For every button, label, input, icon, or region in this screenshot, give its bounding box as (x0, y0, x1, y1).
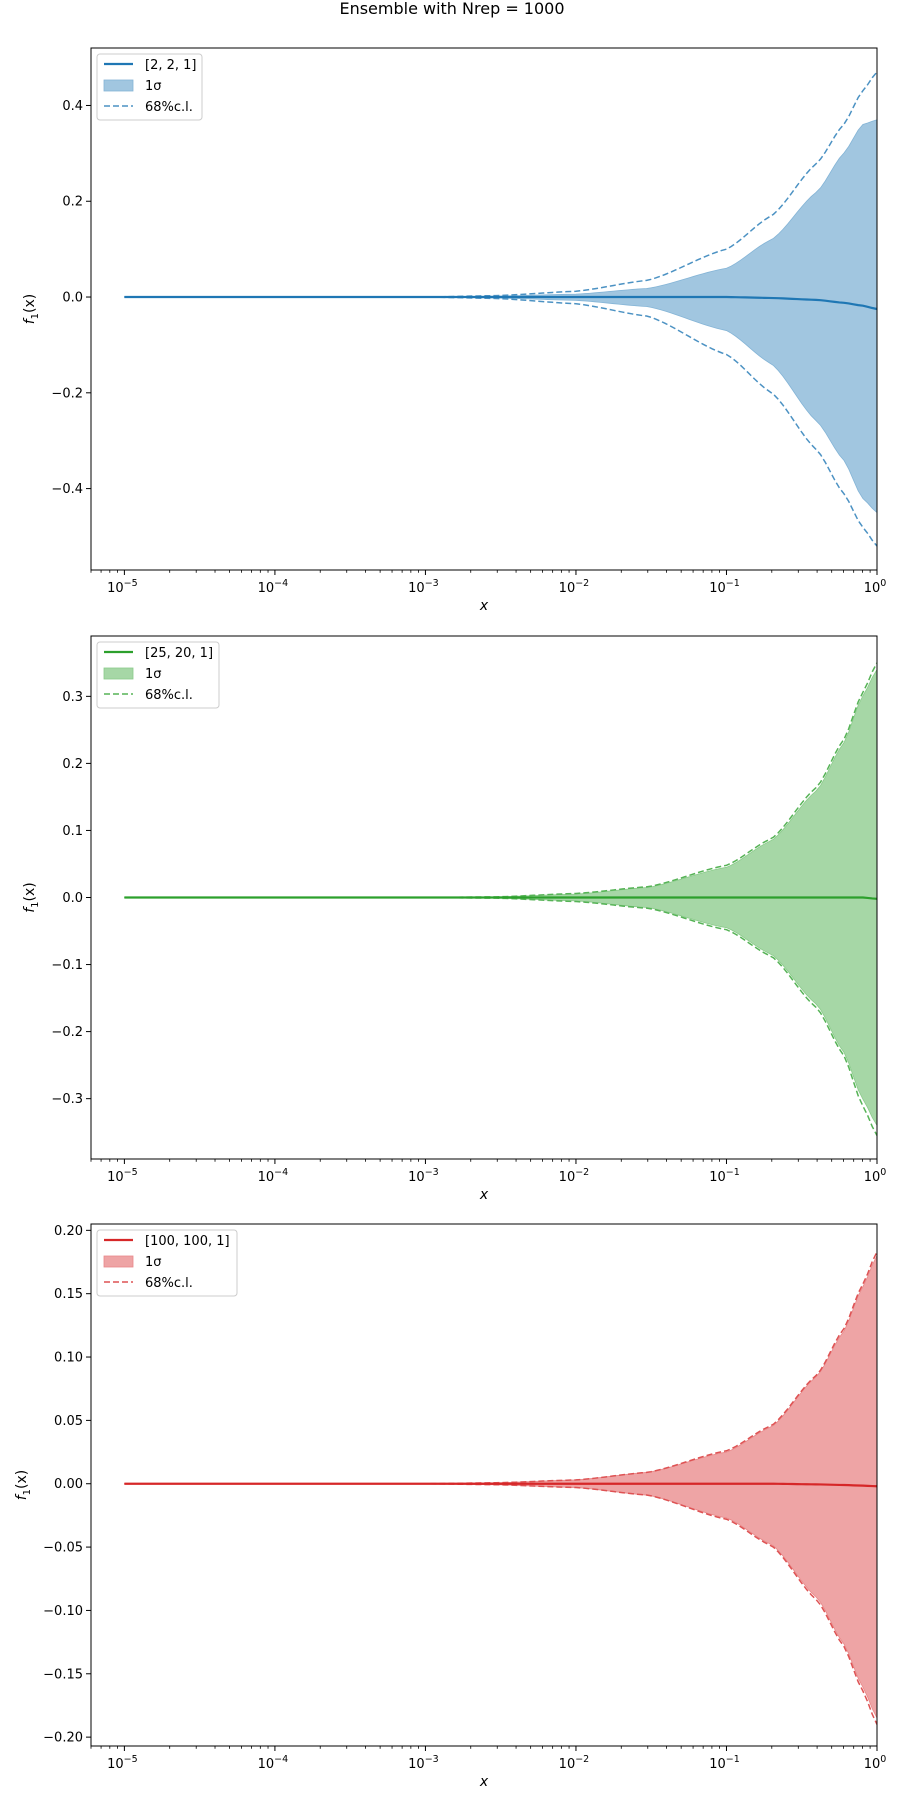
mean-line (124, 896, 877, 900)
y-tick-label: 0.0 (62, 891, 83, 906)
legend-label-cl: 68%c.l. (145, 100, 193, 115)
y-tick-label: −0.20 (43, 1731, 83, 1746)
x-tick-label: 10−2 (559, 1754, 590, 1772)
plot-area (124, 71, 877, 547)
y-tick-label: −0.05 (43, 1541, 83, 1556)
figure-title: Ensemble with Nrep = 1000 (339, 0, 564, 18)
axes-frame (90, 1223, 878, 1747)
y-tick-label: 0.2 (62, 195, 83, 210)
legend-box (96, 641, 220, 709)
legend-sigma-swatch (103, 667, 134, 680)
chart-panel-2: −0.3 −0.2 −0.1 0.0 0.1 0.2 0.3 10−5 10−4 10−3 10−2… (22, 635, 887, 1203)
y-tick-label: −0.2 (51, 1025, 83, 1040)
legend-label-cl: 68%c.l. (145, 688, 193, 703)
mean-line (124, 295, 877, 311)
y-tick-label: 0.05 (54, 1414, 83, 1429)
y-tick-label: 0.00 (54, 1477, 83, 1492)
x-axis-label: x (479, 1187, 489, 1203)
y-tick-label: 0.15 (54, 1287, 83, 1302)
y-tick-label: 0.10 (54, 1351, 83, 1366)
x-tick-label: 10−2 (559, 578, 590, 596)
y-tick-label: 0.0 (62, 291, 83, 306)
x-tick-label: 10−3 (408, 578, 439, 596)
legend-label-cl: 68%c.l. (145, 1276, 193, 1291)
y-tick-label: 0.1 (62, 824, 83, 839)
legend-box (96, 53, 203, 121)
chart-panel-1: −0.4 −0.2 0.0 0.2 0.4 10−5 10−4 10−3 10−2 10−1 100… (22, 47, 887, 614)
legend: [100, 100, 1] 1σ 68%c.l. (96, 1229, 238, 1297)
x-tick-label: 100 (864, 578, 887, 596)
x-tick-label: 10−1 (709, 1754, 740, 1772)
legend: [2, 2, 1] 1σ 68%c.l. (96, 53, 203, 121)
legend-label-mean: [2, 2, 1] (145, 58, 197, 73)
legend-label-sigma: 1σ (145, 667, 162, 682)
x-tick-label: 10−5 (107, 1754, 138, 1772)
x-tick-label: 10−1 (709, 1167, 740, 1185)
y-axis-label: f1(x) (22, 294, 41, 325)
cl-upper-line (124, 1251, 877, 1485)
mean-line (124, 1482, 877, 1488)
legend: [25, 20, 1] 1σ 68%c.l. (96, 641, 220, 709)
x-tick-label: 10−2 (559, 1167, 590, 1185)
y-tick-label: 0.2 (62, 757, 83, 772)
y-tick-label: 0.3 (62, 690, 83, 705)
sigma-band (124, 1255, 877, 1719)
plot-area (124, 1251, 877, 1725)
legend-sigma-swatch (103, 79, 134, 92)
x-tick-label: 10−5 (107, 1167, 138, 1185)
y-tick-label: −0.15 (43, 1667, 83, 1682)
legend-label-sigma: 1σ (145, 1255, 162, 1270)
x-tick-label: 10−5 (107, 578, 138, 596)
x-tick-label: 10−3 (408, 1754, 439, 1772)
legend-label-mean: [25, 20, 1] (145, 646, 213, 661)
cl-lower-line (124, 1482, 877, 1725)
y-tick-label: −0.2 (51, 386, 83, 401)
sigma-band (124, 119, 877, 514)
y-tick-label: −0.10 (43, 1604, 83, 1619)
axes-frame (90, 47, 878, 571)
y-axis-label: f1(x) (22, 882, 41, 913)
y-tick-label: 0.20 (54, 1224, 83, 1239)
x-tick-label: 10−4 (258, 1167, 289, 1185)
x-axis-label: x (479, 598, 489, 614)
x-tick-label: 100 (864, 1754, 887, 1772)
x-tick-label: 10−3 (408, 1167, 439, 1185)
y-tick-label: −0.1 (51, 958, 83, 973)
legend-box (96, 1229, 238, 1297)
y-tick-label: −0.3 (51, 1092, 83, 1107)
cl-upper-line (124, 71, 877, 298)
y-tick-label: 0.4 (62, 99, 83, 114)
legend-label-mean: [100, 100, 1] (145, 1234, 230, 1249)
cl-upper-line (124, 662, 877, 899)
x-tick-label: 10−4 (258, 1754, 289, 1772)
y-axis-label: f1(x) (14, 1470, 33, 1501)
legend-sigma-swatch (103, 1255, 134, 1268)
chart-panel-3: −0.20 −0.15 −0.10 −0.05 0.00 0.05 0.10 0.15 0.20… (14, 1223, 887, 1790)
cl-lower-line (124, 896, 877, 1136)
x-tick-label: 10−4 (258, 578, 289, 596)
x-axis-label: x (479, 1774, 489, 1790)
x-tick-label: 10−1 (709, 578, 740, 596)
plot-area (124, 662, 877, 1136)
y-tick-label: −0.4 (51, 482, 83, 497)
x-tick-label: 100 (864, 1167, 887, 1185)
legend-label-sigma: 1σ (145, 79, 162, 94)
